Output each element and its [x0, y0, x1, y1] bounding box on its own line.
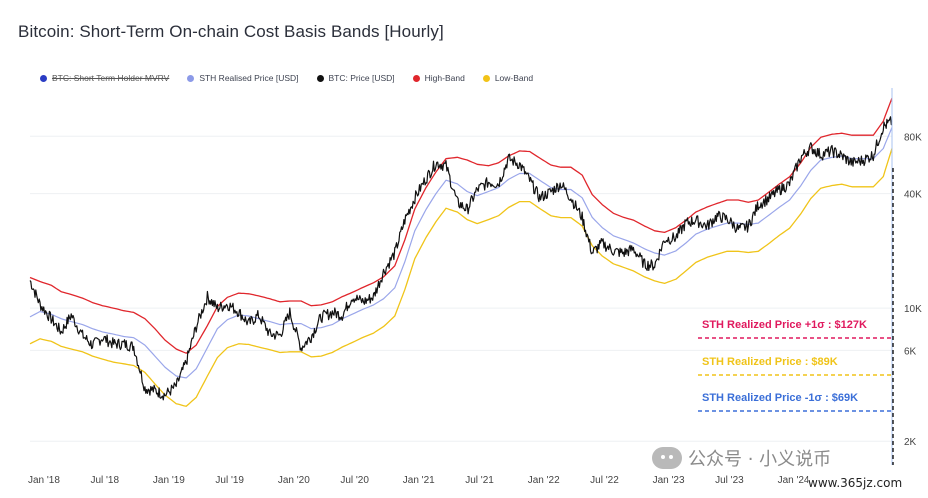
chart-legend: BTC: Short Term Holder MVRV STH Realised… [40, 73, 533, 83]
legend-item-sth-mvrv[interactable]: BTC: Short Term Holder MVRV [40, 73, 169, 83]
annotation-label: STH Realized Price +1σ : $127K [702, 319, 867, 331]
legend-label-sth-realised-price: STH Realised Price [USD] [199, 73, 299, 83]
x-tick-label: Jan '20 [278, 475, 310, 486]
x-tick-label: Jul '23 [715, 475, 744, 486]
x-tick-label: Jul '21 [465, 475, 494, 486]
x-tick-label: Jan '24 [778, 475, 810, 486]
legend-item-high-band[interactable]: High-Band [412, 73, 465, 83]
legend-item-sth-realised-price[interactable]: STH Realised Price [USD] [187, 73, 299, 83]
btc-price-line [29, 116, 893, 401]
x-tick-label: Jan '18 [28, 475, 60, 486]
legend-item-low-band[interactable]: Low-Band [482, 73, 534, 83]
wechat-icon [652, 447, 682, 469]
legend-label-btc-price: BTC: Price [USD] [328, 73, 395, 83]
x-tick-label: Jul '19 [215, 475, 244, 486]
x-tick-label: Jul '22 [590, 475, 619, 486]
site-watermark: www.365jz.com [808, 476, 903, 490]
legend-dot-sth-mvrv [40, 74, 47, 82]
legend-dot-btc-price [316, 74, 324, 82]
legend-label-high-band: High-Band [424, 73, 465, 83]
x-tick-label: Jan '22 [528, 475, 560, 486]
y-tick-label: 80K [904, 132, 922, 143]
chart-title: Bitcoin: Short-Term On-chain Cost Basis … [18, 22, 444, 41]
legend-dot-high-band [412, 74, 420, 82]
high-band-line [29, 97, 893, 354]
low-band-line [29, 148, 893, 407]
annotation-label: STH Realized Price : $89K [702, 356, 838, 368]
y-tick-label: 2K [904, 437, 917, 448]
legend-label-low-band: Low-Band [494, 73, 534, 83]
legend-item-btc-price[interactable]: BTC: Price [USD] [316, 73, 395, 83]
watermark: 公众号 · 小义说币 [652, 445, 831, 471]
y-tick-label: 40K [904, 190, 922, 201]
legend-label-sth-mvrv: BTC: Short Term Holder MVRV [52, 73, 170, 83]
y-tick-label: 10K [904, 304, 922, 315]
x-tick-label: Jul '20 [340, 475, 369, 486]
x-tick-label: Jan '21 [403, 475, 435, 486]
x-tick-label: Jul '18 [90, 475, 119, 486]
watermark-text: 公众号 · 小义说币 [688, 449, 832, 470]
legend-dot-low-band [482, 74, 490, 82]
legend-dot-sth-realised-price [187, 74, 195, 82]
annotation-label: STH Realized Price -1σ : $69K [702, 392, 858, 404]
y-tick-label: 6K [904, 346, 917, 357]
x-tick-label: Jan '19 [153, 475, 185, 486]
sth-realised-price-line [29, 127, 893, 379]
x-tick-label: Jan '23 [653, 475, 685, 486]
